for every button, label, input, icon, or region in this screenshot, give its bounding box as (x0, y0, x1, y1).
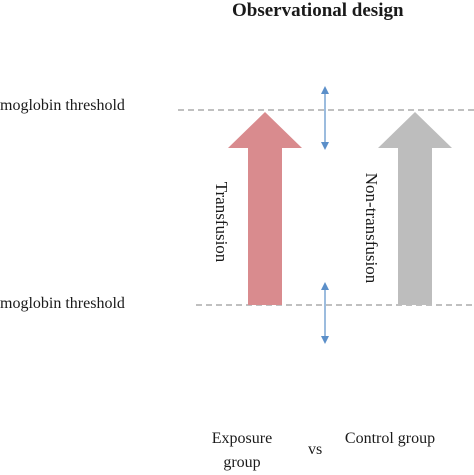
transfusion-label: Transfusion (212, 182, 231, 263)
diagram-title: Observational design (232, 0, 404, 21)
vs-label: vs (308, 441, 323, 458)
non-transfusion-arrow (378, 112, 452, 305)
double-headed-arrow-icon (321, 282, 329, 344)
transfusion-arrow (228, 112, 302, 305)
lower-threshold-label: moglobin threshold (0, 295, 125, 312)
control-group-label: Control group (344, 430, 436, 447)
exposure-group-label: Exposure group (211, 430, 273, 471)
double-headed-arrow-icon (321, 86, 329, 150)
non-transfusion-label: Non-transfusion (362, 173, 381, 284)
upper-threshold-label: moglobin threshold (0, 97, 125, 114)
